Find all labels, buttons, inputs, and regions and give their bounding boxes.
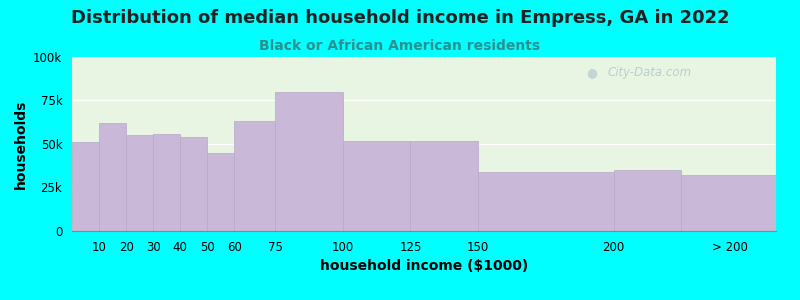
Text: ●: ● — [586, 66, 597, 79]
Bar — [207, 153, 234, 231]
Bar — [614, 170, 682, 231]
Bar — [275, 92, 342, 231]
X-axis label: household income ($1000): household income ($1000) — [320, 259, 528, 273]
Bar — [410, 140, 478, 231]
Bar — [72, 142, 99, 231]
Bar — [682, 175, 776, 231]
Bar — [478, 172, 614, 231]
Bar — [342, 140, 410, 231]
Bar — [180, 137, 207, 231]
Text: Black or African American residents: Black or African American residents — [259, 39, 541, 53]
Text: Distribution of median household income in Empress, GA in 2022: Distribution of median household income … — [70, 9, 730, 27]
Text: City-Data.com: City-Data.com — [607, 66, 691, 79]
Bar — [126, 135, 154, 231]
Y-axis label: households: households — [14, 99, 27, 189]
Bar — [154, 134, 180, 231]
Bar — [234, 122, 275, 231]
Bar — [99, 123, 126, 231]
